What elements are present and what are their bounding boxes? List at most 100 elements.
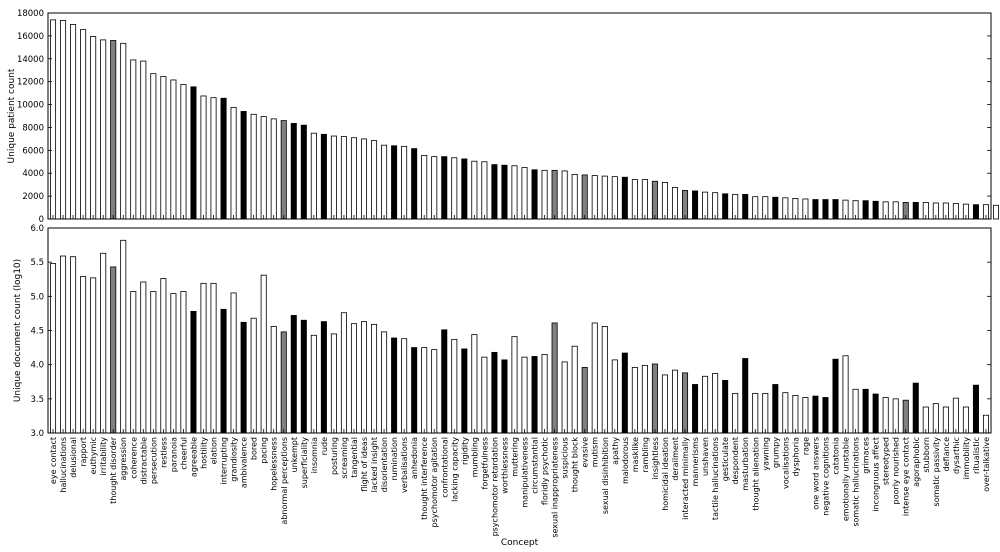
top-bar xyxy=(170,79,177,220)
bottom-bar xyxy=(912,382,919,434)
x-tick-label: manipulativeness xyxy=(521,437,530,508)
x-tick-label: one word answers xyxy=(811,437,820,510)
x-tick-label: circumstantial xyxy=(531,437,540,494)
top-bar xyxy=(993,204,1000,220)
bottom-bar xyxy=(190,310,197,434)
x-tick-label: mutism xyxy=(591,437,600,467)
bottom-bar xyxy=(200,282,207,434)
bottom-bar xyxy=(872,393,879,434)
top-bar xyxy=(290,123,297,220)
x-tick-label: interrupting xyxy=(220,437,229,484)
top-bar xyxy=(621,176,628,220)
bottom-bar xyxy=(160,278,167,434)
top-bar xyxy=(220,97,227,220)
top-bar xyxy=(340,136,347,220)
bottom-bar xyxy=(391,337,398,434)
x-tick-label: suspicious xyxy=(561,437,570,478)
x-tick-label: bored xyxy=(250,437,259,460)
x-tick-label: stubborn xyxy=(922,437,931,473)
x-tick-label: disorientation xyxy=(380,437,389,492)
bottom-bar xyxy=(641,364,648,434)
bottom-bar xyxy=(702,375,709,434)
bottom-bar xyxy=(120,239,127,434)
x-tick-label: agreeable xyxy=(189,437,198,477)
x-tick-label: aggression xyxy=(119,437,128,481)
bottom-bar xyxy=(651,363,658,434)
x-tick-label: insightless xyxy=(651,437,660,479)
x-tick-label: paranoia xyxy=(169,437,178,472)
bottom-bar xyxy=(571,345,578,434)
top-bar xyxy=(260,116,267,220)
x-tick-label: despondent xyxy=(731,437,740,484)
top-bar xyxy=(50,19,57,220)
bottom-bar xyxy=(762,392,769,434)
top-bar xyxy=(561,170,568,220)
x-tick-label: psychomotor agitation xyxy=(430,437,439,527)
bottom-bar xyxy=(541,354,548,434)
top-y-tick-label: 10000 xyxy=(17,101,44,111)
top-bar xyxy=(371,140,378,220)
bottom-bar xyxy=(80,276,87,434)
top-plot-frame xyxy=(47,12,992,220)
top-bar xyxy=(541,169,548,220)
bottom-y-tick-label: 4.0 xyxy=(30,361,44,371)
x-tick-label: sexual disinhibition xyxy=(601,437,610,514)
x-tick-label: emotionally unstable xyxy=(842,437,851,521)
bottom-bar xyxy=(551,322,558,434)
x-tick-label: psychomotor retardation xyxy=(490,437,499,536)
bottom-bar xyxy=(902,399,909,434)
bottom-bar xyxy=(140,281,147,434)
x-tick-label: insomnia xyxy=(310,437,319,473)
bottom-bar xyxy=(461,348,468,434)
bottom-bar xyxy=(280,331,287,434)
x-tick-label: flight of ideas xyxy=(360,437,369,492)
x-tick-label: mannerisms xyxy=(691,437,700,486)
bottom-bar xyxy=(722,379,729,434)
x-tick-label: thought disorder xyxy=(109,436,118,504)
x-tick-label: agoraphobic xyxy=(912,437,921,487)
x-tick-label: delusional xyxy=(69,437,78,478)
bottom-bar xyxy=(862,388,869,434)
x-tick-label: floridly psychotic xyxy=(541,437,550,505)
x-tick-label: restless xyxy=(159,437,168,468)
bottom-y-axis: 3.0 3.5 4.0 4.5 5.0 5.5 6.0 xyxy=(30,224,991,439)
bottom-bar xyxy=(371,323,378,434)
bottom-bar xyxy=(250,317,257,434)
bottom-bar xyxy=(591,322,598,434)
top-bar xyxy=(160,76,167,220)
bottom-bar xyxy=(772,384,779,434)
top-bar xyxy=(521,167,528,220)
x-tick-label: negative cognitions xyxy=(821,437,830,516)
bottom-bar xyxy=(340,312,347,434)
x-tick-label: intense eye contact xyxy=(902,437,911,516)
x-tick-label: dysphoria xyxy=(791,437,800,477)
top-bar xyxy=(411,148,418,220)
x-tick-label: irritability xyxy=(99,437,108,476)
bottom-y-tick-label: 6.0 xyxy=(30,224,44,234)
x-tick-label: anhedonia xyxy=(410,437,419,479)
x-tick-label: thought alienation xyxy=(751,437,760,511)
top-bar xyxy=(531,169,538,220)
bottom-bar xyxy=(842,355,849,434)
x-tick-label: sexual inappropriateness xyxy=(551,437,560,538)
top-y-tick-label: 2000 xyxy=(22,192,44,202)
bottom-bar xyxy=(792,395,799,434)
x-tick-label: rapport xyxy=(79,437,88,467)
top-bar xyxy=(491,164,498,220)
x-tick-label: lacked insight xyxy=(370,437,379,492)
top-bar xyxy=(581,174,588,220)
bottom-bar xyxy=(631,366,638,434)
top-bar xyxy=(591,175,598,220)
bottom-bar xyxy=(752,392,759,434)
top-bar xyxy=(421,155,428,220)
top-y-axis-label: Unique patient count xyxy=(7,68,17,163)
bottom-bar xyxy=(300,319,307,434)
x-tick-label: gesticulate xyxy=(721,437,730,481)
bottom-bar xyxy=(491,351,498,434)
top-y-tick-label: 14000 xyxy=(17,55,44,65)
x-tick-label: ambivalence xyxy=(240,437,249,488)
x-tick-label: elation xyxy=(210,437,219,464)
top-bar xyxy=(190,86,197,220)
x-tick-label: posturing xyxy=(330,437,339,475)
